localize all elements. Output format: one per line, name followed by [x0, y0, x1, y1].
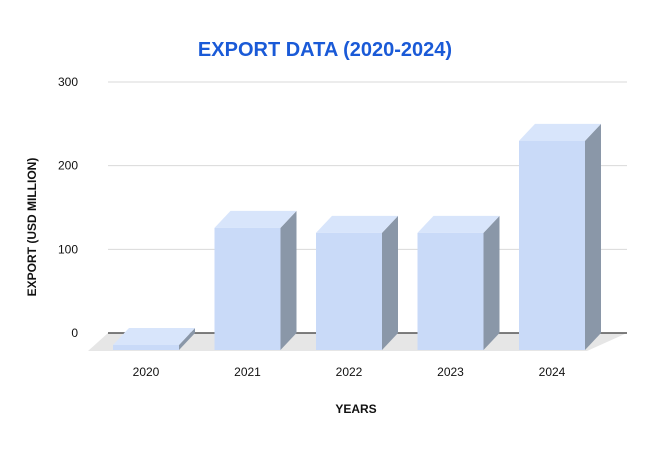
bar-side: [483, 215, 500, 350]
x-tick-label: 2020: [133, 365, 160, 379]
y-tick-labels: 0 100 200 300: [58, 75, 78, 340]
y-tick-label: 300: [58, 75, 78, 89]
bar-side: [382, 215, 398, 350]
x-tick-label: 2022: [336, 365, 363, 379]
bar: [417, 215, 500, 350]
bar-front: [113, 344, 179, 350]
bar: [214, 210, 297, 350]
bar-top: [519, 123, 601, 141]
bar-top: [214, 210, 297, 228]
bar-top: [316, 215, 398, 233]
bar-side: [280, 210, 297, 350]
x-tick-label: 2023: [437, 365, 464, 379]
bar: [316, 215, 398, 350]
bar-front: [519, 140, 585, 350]
bar-top: [417, 215, 500, 233]
bars: [113, 123, 601, 350]
x-tick-label: 2021: [234, 365, 261, 379]
y-tick-label: 200: [58, 159, 78, 173]
bar-side: [585, 123, 601, 350]
bar-side: [179, 327, 195, 350]
y-tick-label: 100: [58, 242, 78, 256]
y-tick-label: 0: [71, 326, 78, 340]
bar: [113, 327, 195, 350]
y-axis-label: EXPORT (USD MILLION): [25, 158, 39, 297]
bar-front: [417, 232, 484, 350]
x-axis-label: YEARS: [335, 402, 376, 416]
chart-title: EXPORT DATA (2020-2024): [198, 39, 452, 61]
bar: [519, 123, 601, 350]
bar-front: [214, 227, 281, 350]
bar-front: [316, 232, 382, 350]
x-tick-labels: 2020 2021 2022 2023 2024: [133, 365, 566, 379]
x-tick-label: 2024: [539, 365, 566, 379]
bar-top: [113, 327, 195, 345]
